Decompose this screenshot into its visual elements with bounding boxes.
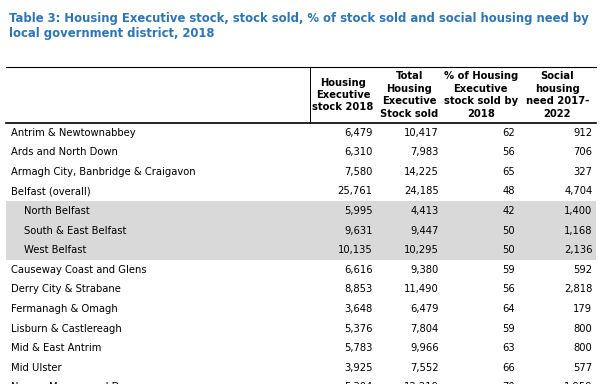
Text: West Belfast: West Belfast	[24, 245, 87, 255]
Text: 912: 912	[573, 127, 592, 138]
Text: 10,135: 10,135	[338, 245, 373, 255]
Text: Antrim & Newtownabbey: Antrim & Newtownabbey	[11, 127, 135, 138]
Text: Lisburn & Castlereagh: Lisburn & Castlereagh	[11, 323, 122, 334]
Text: 327: 327	[573, 167, 592, 177]
Text: 50: 50	[503, 245, 515, 255]
Text: Housing
Executive
stock 2018: Housing Executive stock 2018	[312, 78, 374, 113]
Text: 7,983: 7,983	[411, 147, 439, 157]
Text: 3,648: 3,648	[344, 304, 373, 314]
Text: Ards and North Down: Ards and North Down	[11, 147, 118, 157]
Text: 5,995: 5,995	[344, 206, 373, 216]
Text: Total
Housing
Executive
Stock sold: Total Housing Executive Stock sold	[380, 71, 438, 119]
Text: Fermanagh & Omagh: Fermanagh & Omagh	[11, 304, 117, 314]
Text: 56: 56	[503, 284, 515, 295]
Text: 6,310: 6,310	[344, 147, 373, 157]
Text: 1,168: 1,168	[564, 225, 592, 236]
Text: 66: 66	[503, 362, 515, 373]
Text: 6,616: 6,616	[344, 265, 373, 275]
Text: 4,704: 4,704	[564, 186, 592, 197]
Text: 24,185: 24,185	[404, 186, 439, 197]
Text: 50: 50	[503, 225, 515, 236]
Text: Belfast (overall): Belfast (overall)	[11, 186, 90, 197]
Text: South & East Belfast: South & East Belfast	[24, 225, 126, 236]
Text: % of Housing
Executive
stock sold by
2018: % of Housing Executive stock sold by 201…	[444, 71, 518, 119]
Text: 706: 706	[573, 147, 592, 157]
Text: Table 3: Housing Executive stock, stock sold, % of stock sold and social housing: Table 3: Housing Executive stock, stock …	[9, 12, 589, 40]
Text: 1,959: 1,959	[563, 382, 592, 384]
Text: 6,479: 6,479	[344, 127, 373, 138]
Text: 59: 59	[503, 323, 515, 334]
Text: 42: 42	[503, 206, 515, 216]
Text: 5,376: 5,376	[344, 323, 373, 334]
Text: 65: 65	[503, 167, 515, 177]
Text: 10,417: 10,417	[404, 127, 439, 138]
Text: 8,853: 8,853	[344, 284, 373, 295]
Text: 4,413: 4,413	[411, 206, 439, 216]
Text: 5,304: 5,304	[344, 382, 373, 384]
Text: Social
housing
need 2017-
2022: Social housing need 2017- 2022	[526, 71, 589, 119]
Text: Derry City & Strabane: Derry City & Strabane	[11, 284, 121, 295]
Text: Newry, Mourne and Down: Newry, Mourne and Down	[11, 382, 140, 384]
Text: 9,380: 9,380	[411, 265, 439, 275]
Text: 48: 48	[503, 186, 515, 197]
Text: 9,447: 9,447	[411, 225, 439, 236]
Text: 5,783: 5,783	[344, 343, 373, 353]
Text: 577: 577	[573, 362, 592, 373]
Text: 59: 59	[503, 265, 515, 275]
Text: 64: 64	[503, 304, 515, 314]
Text: Mid Ulster: Mid Ulster	[11, 362, 61, 373]
Text: 56: 56	[503, 147, 515, 157]
Text: 800: 800	[574, 343, 592, 353]
Text: North Belfast: North Belfast	[24, 206, 90, 216]
Text: 14,225: 14,225	[404, 167, 439, 177]
Text: Armagh City, Banbridge & Craigavon: Armagh City, Banbridge & Craigavon	[11, 167, 196, 177]
Text: 179: 179	[573, 304, 592, 314]
Text: Causeway Coast and Glens: Causeway Coast and Glens	[11, 265, 146, 275]
Text: 9,631: 9,631	[344, 225, 373, 236]
Text: 7,552: 7,552	[410, 362, 439, 373]
Text: 11,490: 11,490	[404, 284, 439, 295]
Text: 9,966: 9,966	[410, 343, 439, 353]
Text: 10,295: 10,295	[404, 245, 439, 255]
Text: 2,136: 2,136	[564, 245, 592, 255]
Text: 62: 62	[503, 127, 515, 138]
Text: 3,925: 3,925	[344, 362, 373, 373]
Text: 63: 63	[503, 343, 515, 353]
Text: 7,580: 7,580	[344, 167, 373, 177]
Text: 6,479: 6,479	[411, 304, 439, 314]
Text: 25,761: 25,761	[338, 186, 373, 197]
Text: 592: 592	[573, 265, 592, 275]
Text: 800: 800	[574, 323, 592, 334]
Text: 2,818: 2,818	[564, 284, 592, 295]
Text: 70: 70	[503, 382, 515, 384]
Text: 1,400: 1,400	[564, 206, 592, 216]
Text: 12,219: 12,219	[404, 382, 439, 384]
Text: 7,804: 7,804	[411, 323, 439, 334]
Text: Mid & East Antrim: Mid & East Antrim	[11, 343, 101, 353]
